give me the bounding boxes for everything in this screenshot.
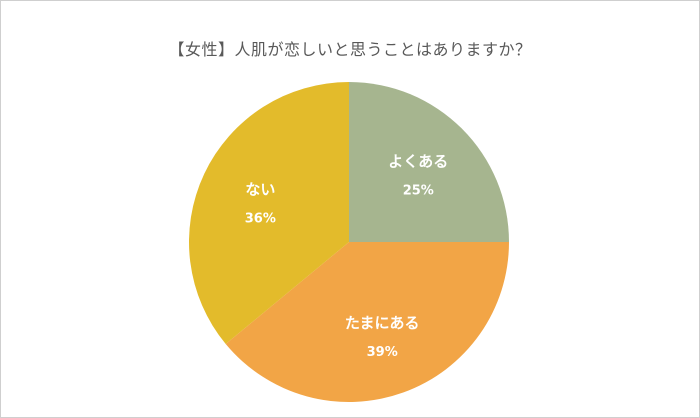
slice-value-label: 25% [403, 184, 434, 199]
pie-slice-3 [189, 82, 349, 344]
slice-category-label: ない [245, 180, 275, 198]
slice-category-label: よくある [388, 153, 448, 171]
chart-title: 【女性】人肌が恋しいと思うことはありますか？ [168, 40, 532, 59]
pie-slice-1 [349, 82, 509, 242]
pie-slices [189, 82, 509, 402]
slice-category-label: たまにある [345, 314, 420, 332]
slice-value-label: 36% [245, 211, 276, 226]
pie-labels: よくある 25% たまにある 39% ない 36% [245, 153, 449, 361]
pie-slice-2 [225, 242, 509, 402]
slice-value-label: 39% [367, 345, 398, 360]
